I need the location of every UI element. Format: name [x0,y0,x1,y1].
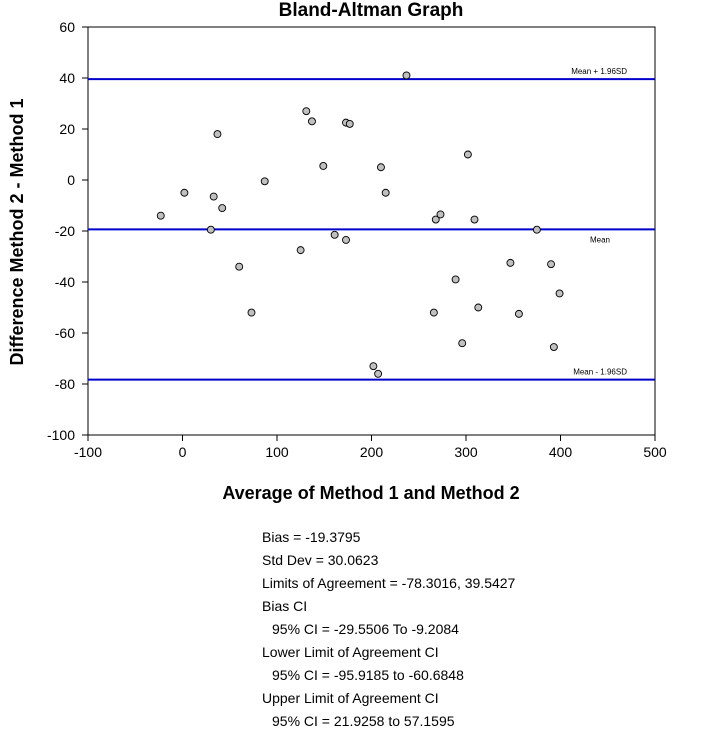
x-axis-label: Average of Method 1 and Method 2 [222,483,519,503]
y-axis-ticks: -100 -80 -60 -40 -20 0 20 40 60 [47,19,88,443]
data-point [429,308,438,317]
upper-limit-ci-text: 95% CI = 21.9258 to 57.1595 [272,713,455,729]
x-tick-label: 300 [454,444,478,460]
data-point [342,235,350,244]
data-points [156,71,564,378]
plot-area-frame [87,26,656,436]
x-tick-label: 400 [549,444,573,460]
data-point [451,275,460,284]
data-point [308,117,316,126]
data-point [213,130,222,139]
data-point [463,150,472,159]
data-point [532,225,541,234]
data-point [206,225,215,234]
y-tick-label: 20 [59,121,75,137]
data-point [260,177,269,186]
y-tick-label: -20 [55,223,75,239]
bias-ci-heading: Bias CI [262,598,308,614]
reference-line-label: Mean [590,235,610,244]
y-tick-label: -60 [55,325,75,341]
data-point [470,215,479,224]
lower-limit-ci-heading: Lower Limit of Agreement CI [262,644,439,660]
x-axis-ticks: -100 0 100 200 300 400 500 [74,435,667,460]
y-tick-label: 60 [59,19,75,35]
lower-limit-ci-text: 95% CI = -95.9185 to -60.6848 [272,667,464,683]
x-tick-label: 200 [360,444,384,460]
data-point [514,309,523,318]
y-axis-label: Difference Method 2 - Method 1 [7,98,27,365]
data-point [555,289,564,298]
x-tick-label: 100 [265,444,289,460]
std-dev-text: Std Dev = 30.0623 [262,552,379,568]
reference-lines: Mean + 1.96SD Mean Mean - 1.96SD [88,67,655,381]
data-point [549,343,558,351]
data-point [458,339,467,348]
chart-title: Bland-Altman Graph [279,0,464,21]
reference-line-label: Mean - 1.96SD [573,368,627,377]
data-point [218,204,227,213]
data-point [156,211,165,220]
data-point [330,230,339,239]
data-point [547,260,555,269]
data-point [402,71,411,80]
data-point [381,188,390,197]
data-point [296,246,305,255]
data-point [374,369,383,378]
data-point [377,163,385,172]
bias-ci-text: 95% CI = -29.5506 To -9.2084 [272,621,459,637]
y-tick-label: -40 [55,274,75,290]
data-point [247,308,256,317]
x-tick-label: 500 [643,444,667,460]
y-tick-label: -100 [47,427,75,443]
y-tick-label: -80 [55,376,75,392]
bias-text: Bias = -19.3795 [262,529,361,545]
x-tick-label: -100 [74,444,102,460]
y-tick-label: 40 [59,70,75,86]
limits-of-agreement-text: Limits of Agreement = -78.3016, 39.5427 [262,575,516,591]
data-point [474,303,483,312]
y-tick-label: 0 [67,172,75,188]
data-point [235,262,244,271]
data-point [209,192,218,201]
data-point [302,107,311,116]
statistics-panel: Bias = -19.3795 Std Dev = 30.0623 Limits… [262,526,515,733]
data-point [436,210,445,219]
data-point [506,258,515,267]
upper-limit-ci-heading: Upper Limit of Agreement CI [262,690,439,706]
data-point [345,119,354,128]
data-point [319,162,328,170]
bland-altman-chart: Bland-Altman Graph Mean + 1.96SDMeanMean… [7,0,667,503]
data-point [431,215,440,224]
reference-line-label: Mean + 1.96SD [571,67,627,76]
x-tick-label: 0 [179,444,187,460]
data-point [180,188,189,197]
data-point [369,362,378,371]
